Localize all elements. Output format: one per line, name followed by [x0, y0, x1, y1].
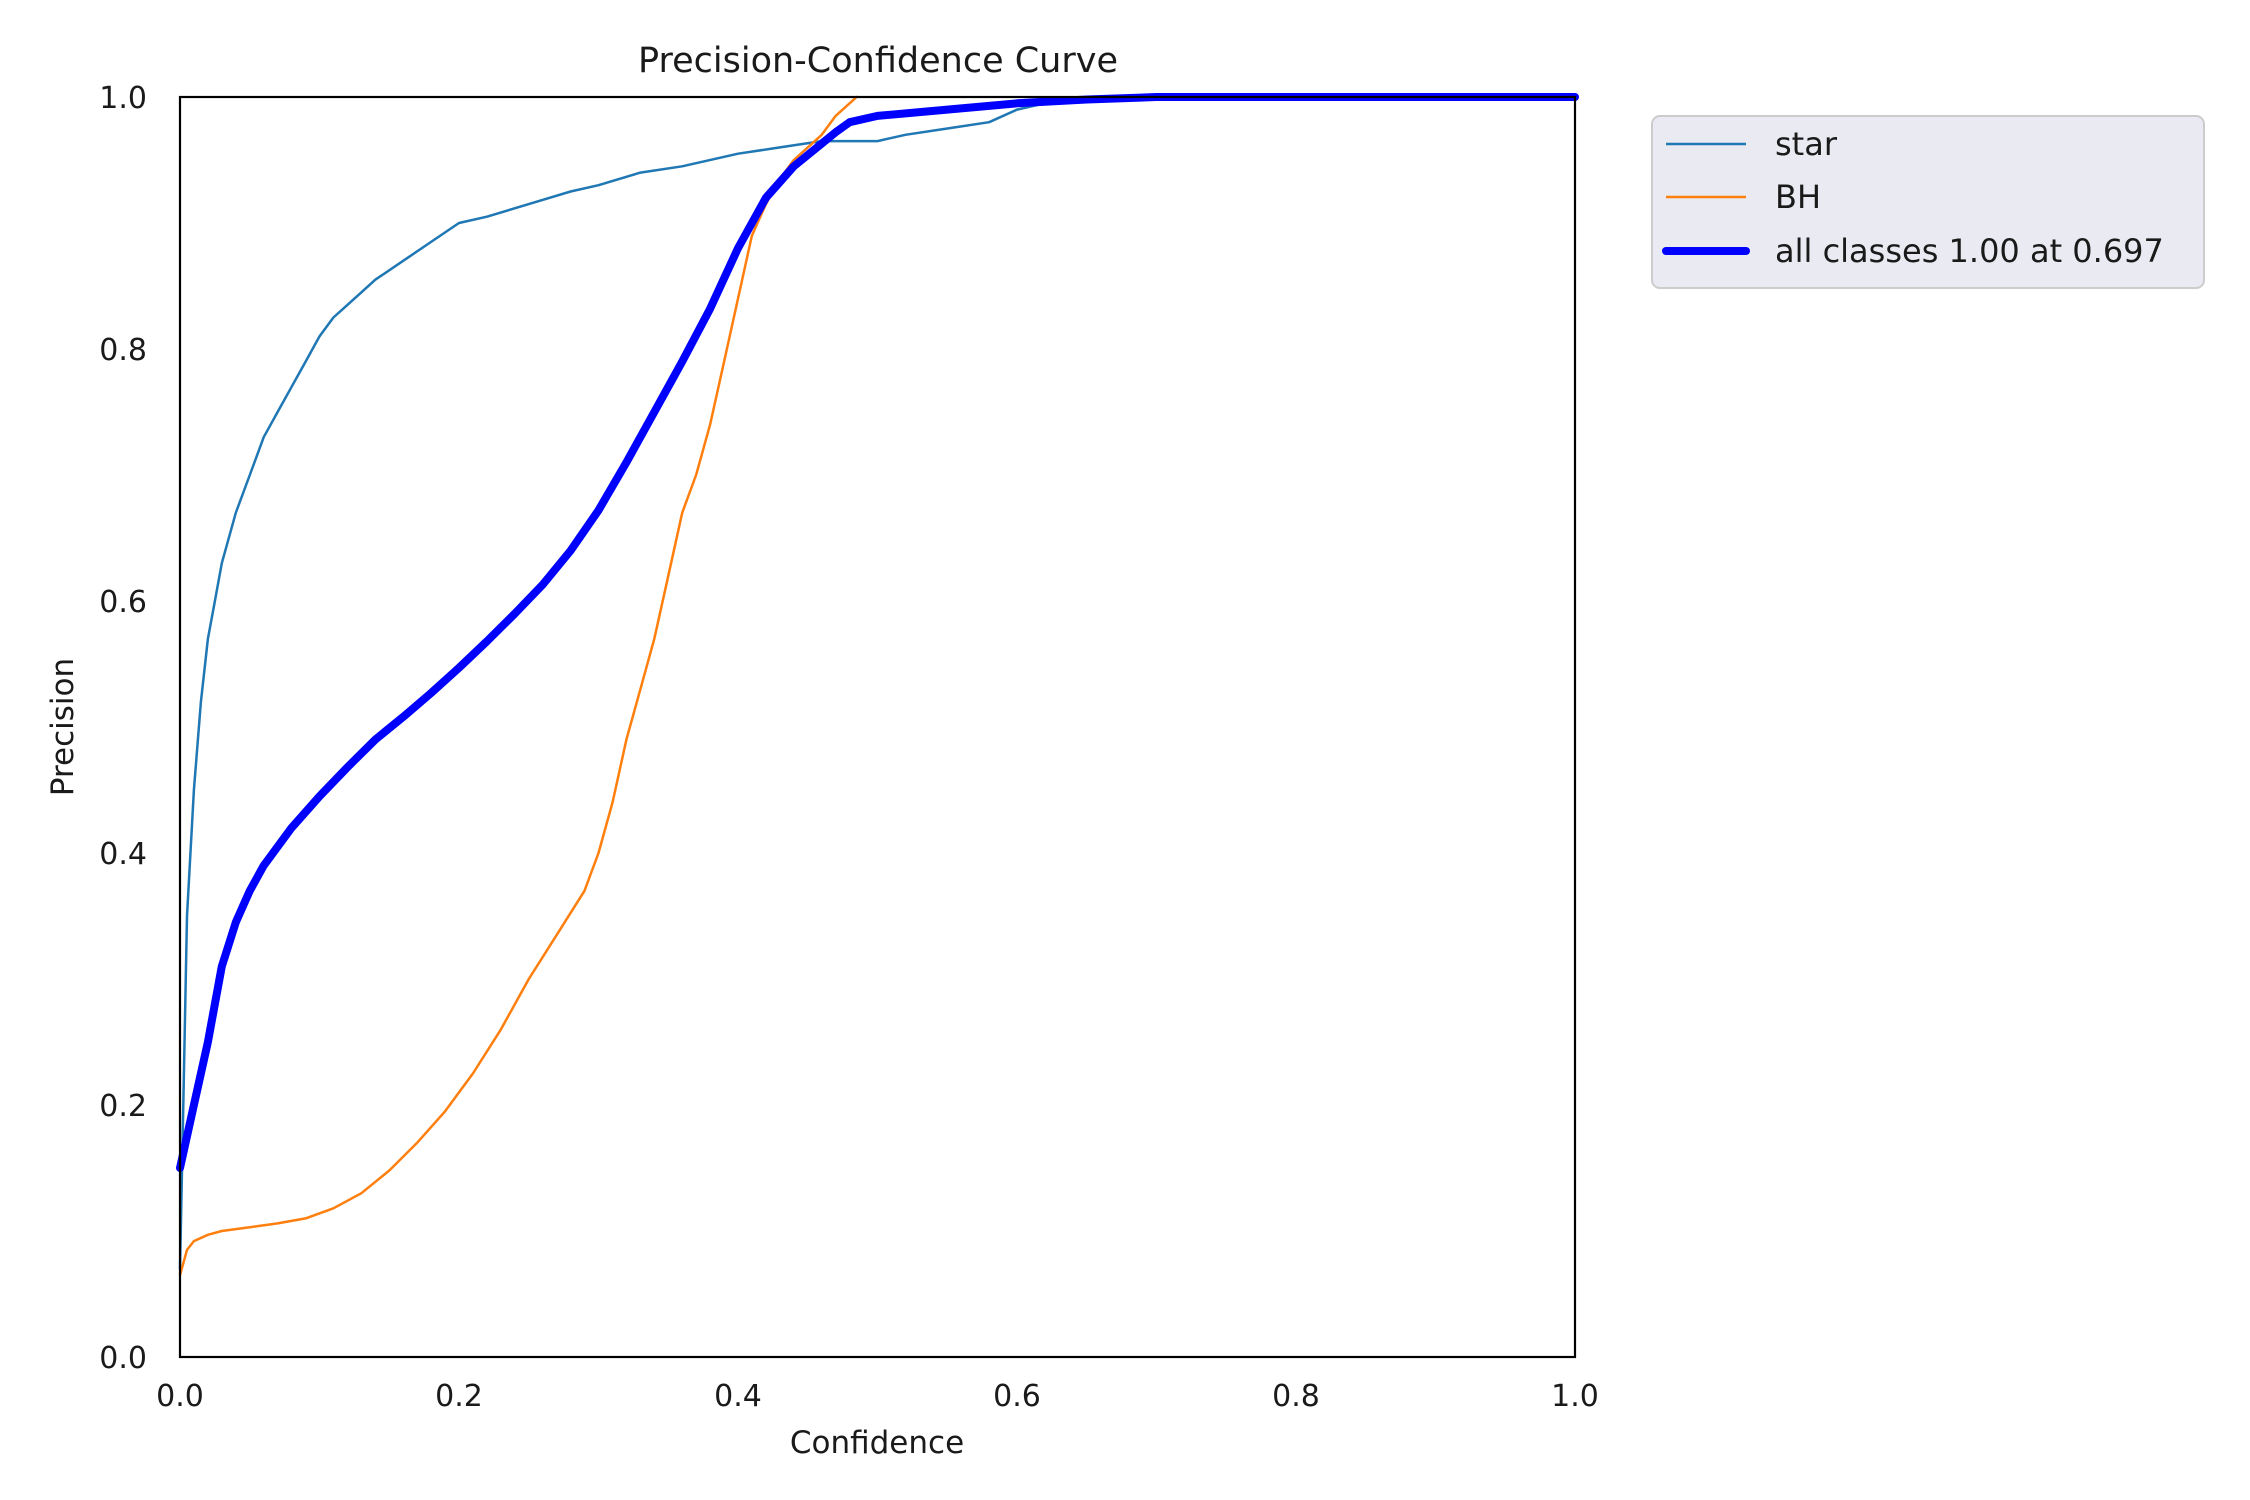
chart-title: Precision-Confidence Curve	[638, 41, 1118, 81]
x-tick-label: 0.0	[156, 1379, 204, 1414]
series-line-bh	[178, 95, 858, 1277]
y-tick-label: 0.6	[99, 585, 147, 620]
y-tick-label: 0.4	[99, 837, 147, 872]
legend-label-all-classes: all classes 1.00 at 0.697	[1775, 232, 2164, 270]
y-tick-label: 0.2	[99, 1089, 147, 1124]
x-tick-label: 0.2	[435, 1379, 483, 1414]
y-tick-label: 0.0	[99, 1341, 147, 1376]
legend-label-bh: BH	[1775, 178, 1821, 216]
y-tick-label: 1.0	[99, 81, 147, 116]
x-axis-label: Confidence	[790, 1425, 964, 1461]
x-tick-label: 0.6	[993, 1379, 1041, 1414]
axis-ticks: 0.0 0.2 0.4 0.6 0.8 1.0 0.0 0.2 0.4 0.6 0.8 1.0	[99, 81, 1599, 1414]
series-line-star	[178, 95, 1577, 1271]
x-tick-label: 0.4	[714, 1379, 762, 1414]
y-axis-label: Precision	[45, 658, 81, 796]
y-tick-label: 0.8	[99, 333, 147, 368]
plot-area	[176, 93, 1579, 1277]
x-tick-label: 0.8	[1272, 1379, 1320, 1414]
legend: star BH all classes 1.00 at 0.697	[1651, 115, 2205, 289]
legend-label-star: star	[1775, 125, 1838, 163]
plot-frame	[178, 95, 1577, 1359]
series-line-all-classes	[176, 93, 1579, 1172]
x-tick-label: 1.0	[1551, 1379, 1599, 1414]
legend-box	[1651, 115, 2205, 289]
